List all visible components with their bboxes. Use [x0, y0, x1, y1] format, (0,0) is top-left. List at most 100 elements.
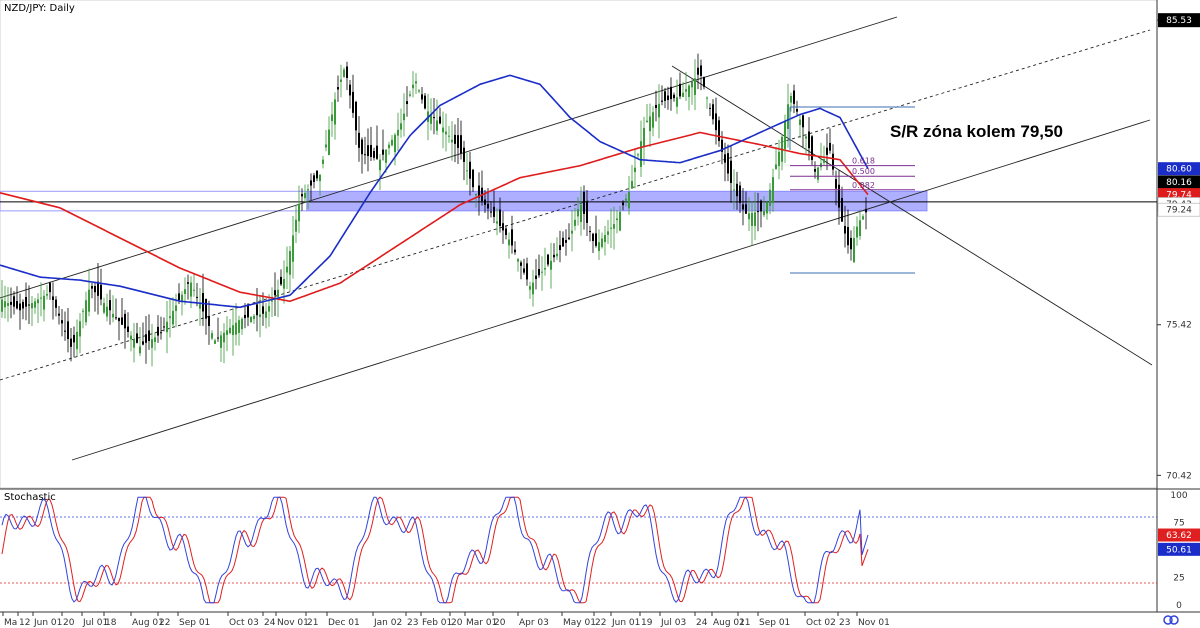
candle-up	[229, 327, 231, 334]
downtrend-line[interactable]	[671, 65, 1153, 366]
candle-down	[94, 286, 96, 293]
trend-lines-layer	[0, 16, 1153, 461]
price-tag-label: 79.24	[1166, 206, 1192, 216]
time-axis-label: Nov 01	[277, 618, 309, 628]
candle-down	[208, 315, 210, 326]
stoch-k-line	[1, 496, 869, 604]
candle-up	[448, 135, 450, 137]
candle-down	[592, 233, 594, 241]
candle-down	[745, 204, 747, 214]
time-axis-label: 19	[641, 618, 653, 628]
candle-down	[439, 116, 441, 124]
candle-up	[571, 230, 573, 234]
candle-up	[445, 131, 447, 135]
candle-up	[190, 282, 192, 297]
candle-down	[124, 313, 126, 329]
candle-up	[859, 220, 861, 237]
price-high-label: 85.53	[1166, 16, 1192, 26]
sr-annotation: S/R zóna kolem 79,50	[890, 122, 1063, 141]
candle-down	[499, 209, 501, 226]
candle-up	[496, 221, 498, 224]
candle-down	[832, 153, 834, 170]
candle-up	[4, 301, 6, 308]
candle-down	[244, 314, 246, 319]
candle-down	[472, 169, 474, 188]
candle-up	[325, 144, 327, 148]
candle-up	[751, 212, 753, 226]
candle-up	[643, 127, 645, 148]
channel-mid-line[interactable]	[0, 29, 1151, 381]
time-axis-label: Ma	[4, 618, 17, 628]
axes-layer: 85.5375.4270.4280.6080.1679.7479.4379.24…	[2, 13, 1200, 628]
candle-down	[145, 334, 147, 343]
candle-up	[517, 259, 519, 262]
candle-down	[196, 296, 198, 298]
candle-up	[265, 311, 267, 318]
candle-down	[844, 225, 846, 234]
candle-up	[853, 237, 855, 263]
stoch-axis-label: 100	[1170, 491, 1187, 501]
candle-down	[10, 301, 12, 305]
indicator-title: Stochastic	[4, 492, 56, 503]
candle-up	[295, 219, 297, 232]
stochastic-layer	[0, 496, 1157, 604]
candle-up	[640, 141, 642, 167]
candle-down	[25, 296, 27, 307]
time-axis-label: 20	[63, 618, 75, 628]
settings-icon[interactable]	[1163, 615, 1179, 625]
candle-up	[151, 339, 153, 348]
channel-lower-line[interactable]	[71, 119, 1151, 461]
stoch-axis-label: 75	[1173, 519, 1184, 529]
moving-averages-layer	[0, 74, 869, 309]
candle-up	[112, 313, 114, 318]
price-axis-label: 75.42	[1166, 321, 1192, 331]
sr-zone-layer	[0, 190, 1157, 212]
candle-up	[688, 85, 690, 97]
price-high-tag-bg	[1158, 13, 1200, 28]
candle-up	[598, 242, 600, 252]
time-axis-label: 12	[19, 618, 30, 628]
candle-down	[673, 94, 675, 99]
candle-down	[535, 275, 537, 279]
candle-up	[223, 332, 225, 343]
candle-down	[865, 208, 867, 213]
time-axis-label: Feb 01	[422, 618, 452, 628]
candle-up	[241, 318, 243, 330]
candle-up	[193, 289, 195, 291]
candle-down	[460, 135, 462, 154]
candle-down	[760, 200, 762, 212]
candle-up	[658, 103, 660, 118]
candle-down	[280, 276, 282, 285]
candle-up	[1, 299, 3, 312]
stoch-tag-bg	[1158, 528, 1200, 542]
candle-down	[847, 227, 849, 246]
candle-down	[490, 211, 492, 213]
candle-up	[544, 268, 546, 270]
candle-down	[562, 237, 564, 247]
candle-down	[538, 268, 540, 276]
candle-up	[784, 120, 786, 150]
candle-down	[247, 304, 249, 318]
candle-down	[64, 330, 66, 332]
candle-up	[769, 189, 771, 206]
candle-up	[76, 331, 78, 350]
candle-up	[409, 94, 411, 96]
candle-up	[790, 95, 792, 103]
price-tag-bg	[1158, 162, 1200, 176]
candle-down	[346, 66, 348, 78]
candle-down	[796, 109, 798, 112]
candle-up	[601, 238, 603, 248]
candle-up	[379, 159, 381, 171]
candle-down	[793, 90, 795, 104]
candle-down	[709, 107, 711, 109]
candle-up	[7, 303, 9, 306]
candle-down	[736, 183, 738, 197]
candle-down	[457, 135, 459, 148]
time-axis-label: 22	[159, 618, 170, 628]
channel-upper-line[interactable]	[0, 16, 898, 299]
time-axis-label: Jun 01	[33, 618, 62, 628]
candle-up	[130, 335, 132, 340]
candle-up	[31, 303, 33, 309]
price-axis-panel[interactable]	[1157, 0, 1200, 488]
